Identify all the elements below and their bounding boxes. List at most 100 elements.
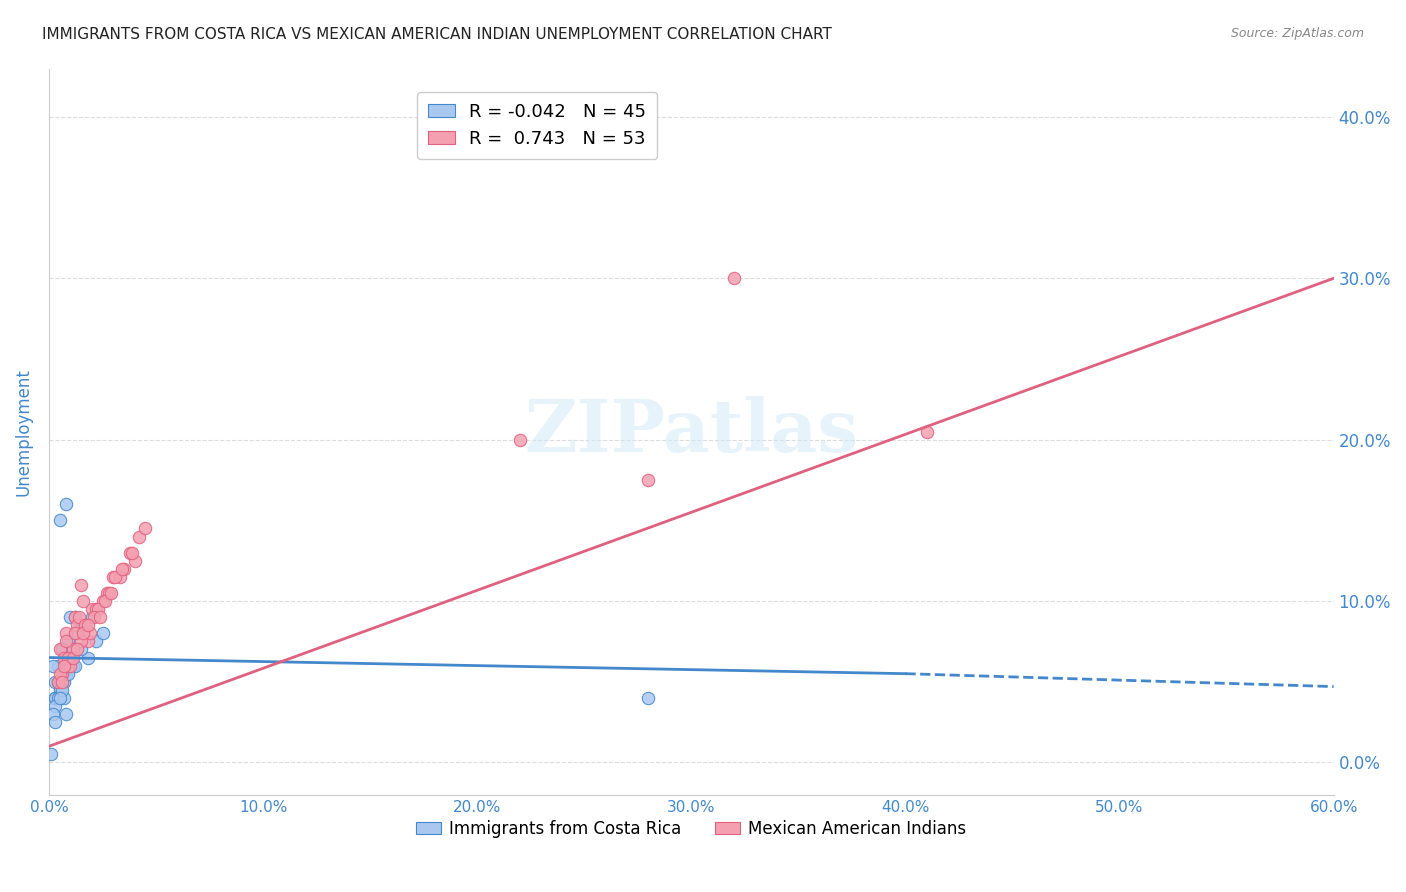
Point [51, 666, 73, 681]
Point [79, 626, 101, 640]
Point [80, 610, 103, 624]
Point [723, 271, 745, 285]
Point [48, 674, 70, 689]
Point [51, 642, 73, 657]
Point [72, 618, 94, 632]
Point [103, 570, 125, 584]
Point [637, 690, 659, 705]
Point [120, 546, 142, 560]
Point [46, 690, 69, 705]
Point [66, 626, 89, 640]
Point [111, 562, 134, 576]
Point [52, 666, 75, 681]
Point [62, 658, 84, 673]
Text: ZIPatlas: ZIPatlas [524, 396, 859, 467]
Point [104, 570, 127, 584]
Point [124, 554, 146, 568]
Point [55, 666, 77, 681]
Point [83, 610, 105, 624]
Point [66, 618, 89, 632]
Point [46, 674, 69, 689]
Text: Source: ZipAtlas.com: Source: ZipAtlas.com [1230, 27, 1364, 40]
Point [55, 626, 77, 640]
Point [108, 570, 131, 584]
Point [63, 626, 86, 640]
Point [51, 642, 73, 657]
Point [52, 674, 75, 689]
Point [48, 682, 70, 697]
Point [58, 658, 80, 673]
Point [44, 690, 66, 705]
Point [112, 562, 135, 576]
Point [67, 610, 90, 624]
Point [134, 521, 156, 535]
Point [62, 642, 84, 657]
Point [58, 650, 80, 665]
Point [96, 586, 118, 600]
Y-axis label: Unemployment: Unemployment [15, 368, 32, 496]
Point [87, 602, 110, 616]
Point [84, 602, 107, 616]
Point [76, 650, 98, 665]
Point [59, 658, 82, 673]
Point [89, 610, 111, 624]
Point [46, 674, 69, 689]
Point [63, 610, 86, 624]
Point [62, 642, 84, 657]
Point [52, 690, 75, 705]
Point [100, 586, 122, 600]
Point [39, 747, 62, 762]
Point [42, 706, 65, 721]
Point [59, 650, 82, 665]
Point [637, 473, 659, 487]
Point [62, 650, 84, 665]
Point [59, 658, 82, 673]
Point [44, 690, 66, 705]
Legend: Immigrants from Costa Rica, Mexican American Indians: Immigrants from Costa Rica, Mexican Amer… [409, 814, 973, 845]
Point [48, 513, 70, 527]
Point [509, 433, 531, 447]
Point [97, 586, 120, 600]
Point [70, 642, 93, 657]
Point [48, 666, 70, 681]
Point [44, 715, 66, 730]
Point [128, 529, 150, 543]
Point [915, 425, 938, 439]
Point [51, 682, 73, 697]
Point [52, 650, 75, 665]
Point [72, 594, 94, 608]
Point [55, 634, 77, 648]
Point [75, 618, 97, 632]
Point [42, 658, 65, 673]
Point [46, 658, 69, 673]
Point [444, 142, 467, 156]
Point [70, 578, 93, 592]
Point [72, 626, 94, 640]
Point [58, 650, 80, 665]
Point [84, 634, 107, 648]
Point [76, 618, 98, 632]
Point [51, 674, 73, 689]
Point [58, 634, 80, 648]
Point [91, 626, 114, 640]
Point [55, 497, 77, 511]
Point [44, 674, 66, 689]
Point [52, 658, 75, 673]
Point [70, 618, 93, 632]
Point [70, 634, 93, 648]
Point [63, 658, 86, 673]
Point [44, 690, 66, 705]
Point [80, 602, 103, 616]
Point [48, 690, 70, 705]
Point [58, 666, 80, 681]
Point [48, 642, 70, 657]
Point [55, 658, 77, 673]
Point [76, 634, 98, 648]
Point [51, 674, 73, 689]
Point [59, 610, 82, 624]
Point [91, 594, 114, 608]
Point [66, 642, 89, 657]
Point [44, 698, 66, 713]
Point [55, 706, 77, 721]
Point [121, 546, 143, 560]
